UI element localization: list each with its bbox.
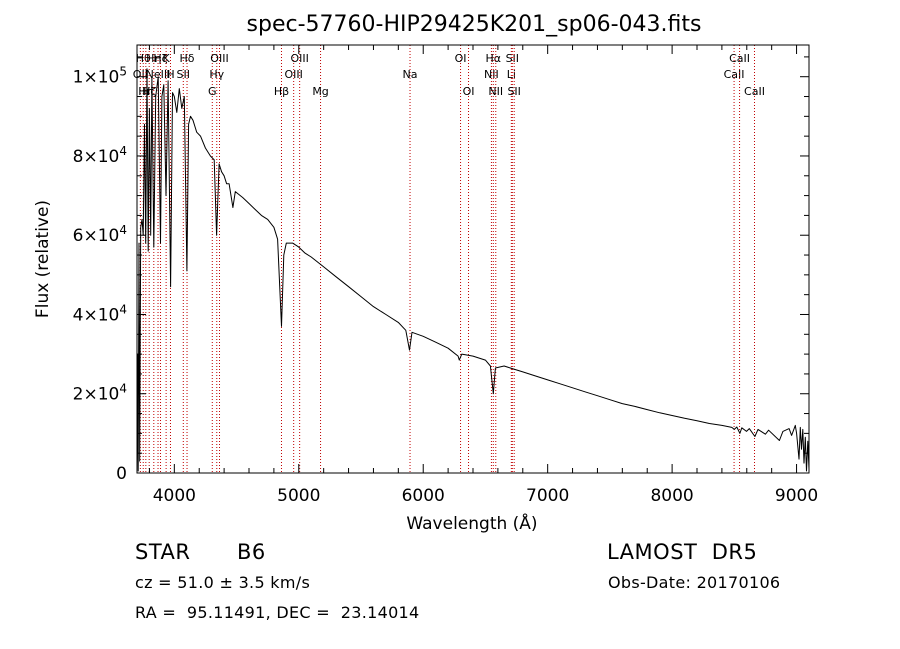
line-marker-label: Mg [312, 85, 328, 98]
y-tick-label: 8×104 [73, 144, 127, 167]
plot-frame [136, 44, 810, 474]
coordinates-text: RA = 95.11491, DEC = 23.14014 [135, 603, 420, 622]
line-marker-label: G [208, 85, 217, 98]
x-axis-ticks: 4000 5000 6000 7000 8000 9000 [148, 45, 818, 506]
line-marker-label: Hγ [209, 68, 224, 81]
object-subclass: B6 [237, 540, 266, 564]
line-marker-label: OI [463, 85, 475, 98]
line-marker-label: Na [403, 68, 418, 81]
line-marker-label: SII [506, 52, 519, 65]
line-marker-label: NII [488, 85, 503, 98]
line-marker-label: Hζ [142, 85, 156, 98]
line-marker-label: Hη [146, 52, 161, 65]
y-tick-label: 2×104 [73, 382, 127, 405]
y-axis-label: Flux (relative) [33, 200, 53, 318]
spectrum-line [136, 68, 810, 474]
line-marker-label: Hα [486, 52, 502, 65]
x-tick-label: 4000 [153, 486, 196, 506]
y-tick-label: 6×104 [73, 223, 127, 246]
line-marker-label: K [163, 52, 171, 65]
x-axis-label: Wavelength (Å) [406, 512, 537, 534]
x-tick-label: 9000 [775, 486, 818, 506]
line-marker-label: CaII [729, 52, 750, 65]
spectrum-series [136, 68, 810, 474]
y-tick-label: 1×105 [73, 65, 127, 88]
line-marker-label: OIII [284, 68, 302, 81]
line-marker-label: Li [507, 68, 516, 81]
y-tick-label: 0 [116, 464, 127, 484]
line-marker-label: Hζ [153, 52, 167, 65]
line-marker-label: Hθ [136, 52, 151, 65]
redshift-text: cz = 51.0 ± 3.5 km/s [135, 573, 311, 592]
observation-date: Obs-Date: 20170106 [608, 573, 781, 592]
chart-title: spec-57760-HIP29425K201_sp06-043.fits [247, 12, 702, 37]
line-marker-label: SII [507, 85, 520, 98]
line-marker-label: Hβ [274, 85, 289, 98]
x-tick-label: 8000 [650, 486, 693, 506]
line-marker-label: CaII [724, 68, 745, 81]
y-tick-label: 4×104 [73, 302, 127, 325]
line-marker-label: OIII [210, 52, 228, 65]
x-tick-label: 5000 [277, 486, 320, 506]
line-marker-label: OIII [290, 52, 308, 65]
line-marker-label: NII [484, 68, 499, 81]
x-tick-label: 6000 [402, 486, 445, 506]
survey-label: LAMOST DR5 [607, 540, 758, 564]
line-marker-label: Hη [138, 85, 153, 98]
x-tick-label: 7000 [526, 486, 569, 506]
y-axis-ticks: 0 2×104 4×104 6×104 8×104 1×105 [73, 56, 809, 484]
line-marker-label: Hδ [180, 52, 195, 65]
object-class: STAR [135, 540, 191, 564]
line-marker-label: CaII [744, 85, 765, 98]
line-marker-label: SII [177, 68, 190, 81]
line-marker-label: H [166, 68, 174, 81]
line-marker-label: OI [455, 52, 467, 65]
